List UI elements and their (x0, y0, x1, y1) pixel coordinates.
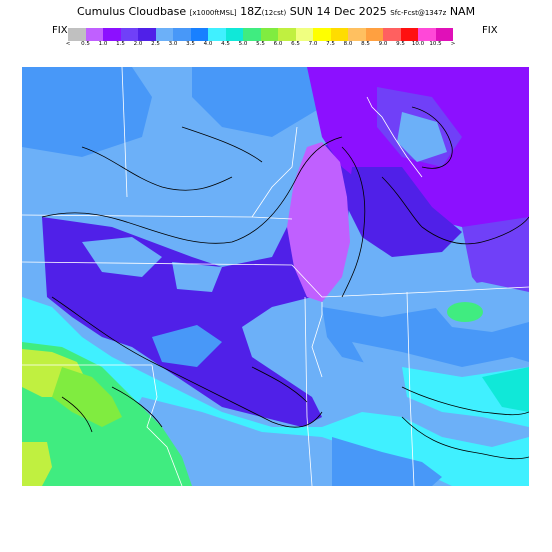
yellow-green-region-sw-2 (22, 442, 52, 486)
scale-ticks: <0.5 1.0 1.5 2.0 2.5 3.0 3.5 4.0 4.5 5.0 5.5 6.0 6.5… (66, 41, 486, 51)
lake-michigan-region (287, 142, 350, 302)
scale-swatch (348, 28, 366, 41)
scale-tick-label: 4.5 (221, 41, 230, 47)
title-time: 18Z (240, 5, 262, 18)
scale-swatch (155, 28, 173, 41)
scale-swatch (103, 28, 121, 41)
scale-tick-label: 2.5 (151, 41, 160, 47)
map-canvas (22, 67, 529, 486)
scale-tick-label: > (450, 41, 456, 47)
title-date: SUN 14 Dec 2025 (289, 5, 387, 18)
scale-swatch (120, 28, 138, 41)
scale-tick-label: 9.0 (378, 41, 388, 47)
scale-tick-label: 5.0 (238, 41, 248, 47)
scale-tick-label: 3.0 (168, 41, 178, 47)
scale-swatch (278, 28, 296, 41)
aqua-region-east (482, 367, 529, 412)
light-blue-lake-region (397, 112, 447, 162)
scale-tick-label: 6.5 (291, 41, 300, 47)
scale-tick-label: 9.5 (396, 41, 405, 47)
scale-tick-label: 4.0 (203, 41, 213, 47)
green-spot-east (447, 302, 483, 322)
scale-swatch (173, 28, 191, 41)
scale-tick-label: 8.5 (361, 41, 370, 47)
lime-region-sw (52, 367, 122, 427)
scale-tick-label: 10.5 (429, 41, 442, 47)
scale-tick-label: 0.5 (81, 41, 90, 47)
scale-swatch (190, 28, 208, 41)
scale-swatch (68, 28, 86, 41)
blue-region-north (192, 67, 322, 137)
light-blue-pocket-2 (172, 262, 222, 292)
scale-tick-label: < (65, 41, 71, 47)
scale-tick-label: 6.0 (273, 41, 283, 47)
scale-tick-label: 7.5 (326, 41, 335, 47)
map-title: Cumulus Cloudbase [x1000ftMSL] 18Z(12cst… (0, 5, 552, 18)
violet-region-east (462, 217, 529, 302)
cloudbase-map (22, 67, 529, 486)
scale-tick-label: 3.5 (186, 41, 195, 47)
scale-tick-label: 10.0 (411, 41, 425, 47)
scale-tick-label: 2.0 (133, 41, 143, 47)
scale-tick-label: 5.5 (256, 41, 265, 47)
title-model: NAM (449, 5, 476, 18)
scale-swatch (418, 28, 436, 41)
scale-tick-label: 7.0 (308, 41, 318, 47)
scale-swatch (225, 28, 243, 41)
blue-region-nw (22, 67, 152, 157)
scale-right-label: FIX (482, 25, 498, 36)
scale-swatch (365, 28, 383, 41)
light-blue-pocket-1 (82, 237, 162, 277)
scale-tick-label: 8.0 (343, 41, 353, 47)
scale-swatch (435, 28, 453, 41)
scale-swatch (330, 28, 348, 41)
scale-left-label: FIX (52, 25, 68, 36)
title-model-run: Sfc-Fcst@1347z (390, 9, 447, 17)
scale-swatch (85, 28, 103, 41)
scale-swatch (260, 28, 278, 41)
contour-lines (41, 106, 529, 460)
color-scale (68, 28, 453, 41)
scale-swatch (295, 28, 313, 41)
title-main: Cumulus Cloudbase (76, 5, 187, 18)
scale-tick-label: 1.0 (98, 41, 108, 47)
blue-region-south (332, 437, 442, 486)
blue-pocket-3 (152, 325, 222, 367)
title-local: (12cst) (261, 9, 287, 17)
state-boundaries (22, 67, 529, 486)
scale-swatch (243, 28, 261, 41)
scale-swatch (313, 28, 331, 41)
scale-swatch (383, 28, 401, 41)
scale-swatch (400, 28, 418, 41)
scale-swatch (138, 28, 156, 41)
scale-tick-label: 1.5 (116, 41, 125, 47)
scale-swatch (208, 28, 226, 41)
title-units: [x1000ftMSL] (189, 9, 237, 17)
